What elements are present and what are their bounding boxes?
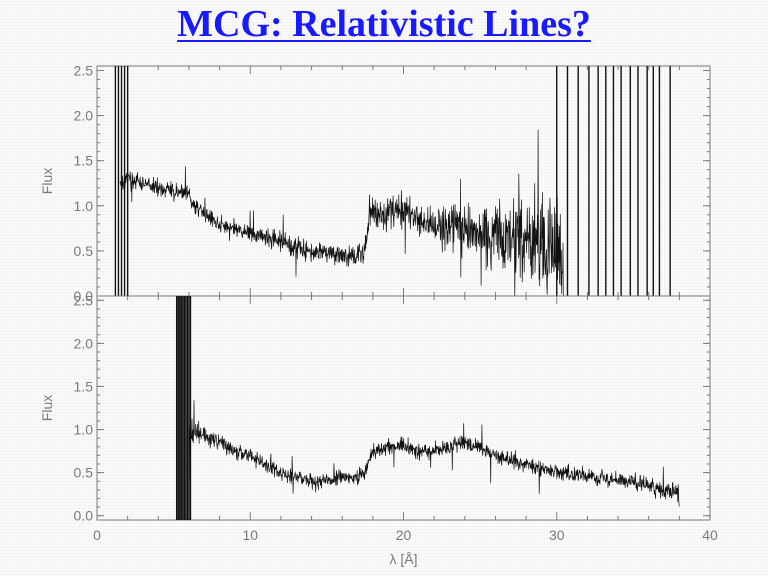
plot-frame [96,65,711,297]
y-tick-label: 0.5 [74,465,94,481]
x-tick-label: 10 [242,527,258,543]
y-axis-label: Flux [39,168,55,194]
y-tick-label: 2.0 [74,335,94,351]
y-tick-label: 2.5 [74,63,94,79]
y-tick-label: 1.0 [74,422,94,438]
flux-series [119,129,565,297]
y-axis-label: Flux [39,395,55,421]
x-tick-label: 40 [702,527,718,543]
y-tick-label: 0.0 [74,288,94,304]
y-tick-label: 1.0 [74,198,94,214]
y-tick-label: 1.5 [74,378,94,394]
x-tick-label: 0 [93,527,101,543]
flux-series [188,400,680,507]
y-tick-label: 2.5 [74,292,94,308]
bottom-flux-panel: 0.0 0.5 1.0 1.5 2.0 2.5 0 10 20 30 40 Flux λ [Å] [39,292,718,567]
x-tick-label: 20 [396,527,412,543]
x-tick-label: 30 [549,527,565,543]
slide-title: MCG: Relativistic Lines? [177,3,591,45]
top-flux-panel: 0.0 0.5 1.0 1.5 2.0 2.5 Flux [39,63,711,304]
x-axis-label: λ [Å] [389,551,417,567]
y-tick-label: 1.5 [74,153,94,169]
y-tick-label: 0.5 [74,243,94,259]
y-tick-label: 2.0 [74,108,94,124]
y-tick-label: 0.0 [74,508,94,524]
